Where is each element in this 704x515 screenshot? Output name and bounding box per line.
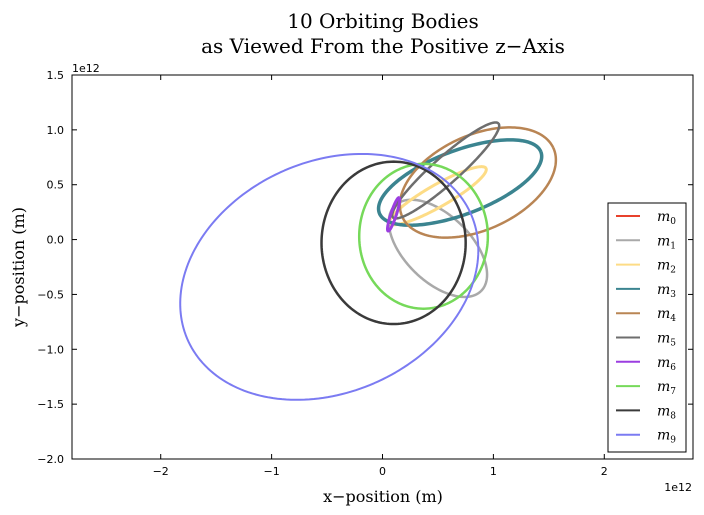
chart-title-line1: 10 Orbiting Bodies xyxy=(287,9,478,33)
x-tick-label: −1 xyxy=(263,465,279,478)
y-offset-label: 1e12 xyxy=(72,62,100,75)
x-axis-ticks: −2 −1 0 1 2 xyxy=(153,75,608,478)
legend-label-subscript: 8 xyxy=(670,411,676,421)
y-tick-label: −2.0 xyxy=(37,453,64,466)
legend-label-base: m xyxy=(657,209,670,225)
legend-label-base: m xyxy=(657,282,670,298)
x-axis-label: x−position (m) xyxy=(323,487,443,506)
y-axis-label: y−position (m) xyxy=(9,207,28,328)
y-tick-label: −1.5 xyxy=(37,398,64,411)
x-tick-label: 1 xyxy=(490,465,497,478)
orbit-series-m7 xyxy=(357,162,490,310)
y-tick-label: 1.5 xyxy=(47,69,65,82)
legend-label-base: m xyxy=(657,428,670,444)
orbit-series-m5 xyxy=(390,121,501,220)
chart-title-line2: as Viewed From the Positive z−Axis xyxy=(201,34,565,58)
legend-label-base: m xyxy=(657,258,670,274)
legend-label-subscript: 9 xyxy=(670,436,676,446)
legend-label-m4: m4 xyxy=(657,306,676,324)
legend-label-m3: m3 xyxy=(657,282,676,300)
legend-label-m7: m7 xyxy=(657,379,676,397)
x-tick-label: −2 xyxy=(153,465,169,478)
legend-label-m5: m5 xyxy=(657,331,676,349)
legend-label-subscript: 3 xyxy=(670,290,676,300)
legend-label-subscript: 5 xyxy=(670,339,676,349)
orbit-series-m9 xyxy=(179,152,480,401)
y-tick-label: −1.0 xyxy=(37,343,64,356)
legend-label-subscript: 6 xyxy=(670,363,676,373)
legend-label-base: m xyxy=(657,403,670,419)
plot-frame xyxy=(71,74,694,460)
x-tick-label: 0 xyxy=(379,465,386,478)
y-tick-label: 1.0 xyxy=(47,124,65,137)
legend-label-m2: m2 xyxy=(657,258,676,276)
y-tick-label: −0.5 xyxy=(37,288,64,301)
legend-label-subscript: 2 xyxy=(670,266,676,276)
legend-label-m6: m6 xyxy=(657,355,676,373)
legend-label-base: m xyxy=(657,355,670,371)
y-tick-label: 0.5 xyxy=(47,179,65,192)
y-axis-ticks: −2.0 −1.5 −1.0 −0.5 0.0 0.5 1.0 1.5 xyxy=(37,69,693,466)
legend-label-m8: m8 xyxy=(657,403,676,421)
legend-label-subscript: 0 xyxy=(670,217,676,227)
orbit-series-group xyxy=(179,121,558,401)
x-tick-label: 2 xyxy=(601,465,608,478)
x-offset-label: 1e12 xyxy=(664,481,692,494)
legend-label-subscript: 4 xyxy=(670,314,676,324)
legend-label-base: m xyxy=(657,306,670,322)
legend-label-base: m xyxy=(657,233,670,249)
legend-label-subscript: 1 xyxy=(670,241,676,251)
legend-label-base: m xyxy=(657,379,670,395)
y-tick-label: 0.0 xyxy=(47,234,65,247)
orbit-series-m8 xyxy=(320,160,467,326)
legend-label-subscript: 7 xyxy=(670,387,676,397)
legend-label-m9: m9 xyxy=(657,428,676,446)
orbit-series-m6 xyxy=(386,196,402,233)
legend-label-m1: m1 xyxy=(657,233,676,251)
legend-label-base: m xyxy=(657,331,670,347)
legend-label-m0: m0 xyxy=(657,209,676,227)
